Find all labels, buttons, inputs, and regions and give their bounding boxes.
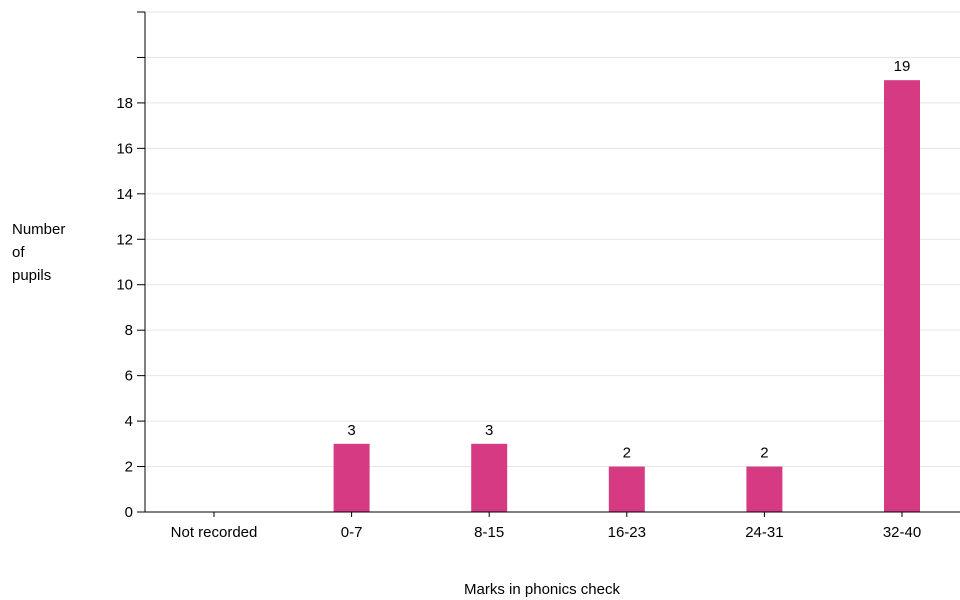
y-axis: 0 2 4 6 8 10 12 14 16 18: [116, 11, 146, 521]
bar: [471, 443, 508, 512]
bar-value-label: 3: [485, 422, 493, 439]
y-tick-label: 6: [125, 368, 133, 385]
y-axis-title-line: pupils: [12, 267, 52, 284]
x-tick-label: 8-15: [474, 524, 504, 541]
bar-value-labels: 3 3 2 2 19: [347, 58, 910, 461]
bars: [333, 80, 920, 512]
x-axis: Not recorded 0-7 8-15 16-23 24-31 32-40: [145, 511, 960, 541]
y-axis-title-line: of: [12, 244, 25, 261]
bar-value-label: 3: [347, 422, 355, 439]
y-axis-title-line: Number: [12, 221, 66, 238]
y-tick-label: 4: [125, 413, 133, 430]
bar: [608, 466, 645, 512]
bar-value-label: 2: [760, 445, 768, 462]
y-tick-label: 2: [125, 459, 133, 476]
bar: [746, 466, 783, 512]
y-tick-label: 10: [116, 277, 133, 294]
x-tick-label: 0-7: [341, 524, 363, 541]
x-axis-title: Marks in phonics check: [464, 581, 620, 598]
bar-value-label: 2: [623, 445, 631, 462]
x-tick-label: 24-31: [745, 524, 783, 541]
bar: [884, 80, 920, 512]
y-tick-label: 0: [125, 504, 133, 521]
y-tick-label: 12: [116, 231, 133, 248]
y-tick-label: 18: [116, 95, 133, 112]
y-tick-label: 8: [125, 322, 133, 339]
gridlines: [145, 11, 960, 468]
x-tick-label: 16-23: [608, 524, 646, 541]
x-tick-label: Not recorded: [171, 524, 258, 541]
bar: [333, 443, 370, 512]
bar-value-label: 19: [894, 58, 911, 75]
y-tick-label: 16: [116, 140, 133, 157]
y-tick-label: 14: [116, 186, 133, 203]
x-tick-label: 32-40: [883, 524, 921, 541]
